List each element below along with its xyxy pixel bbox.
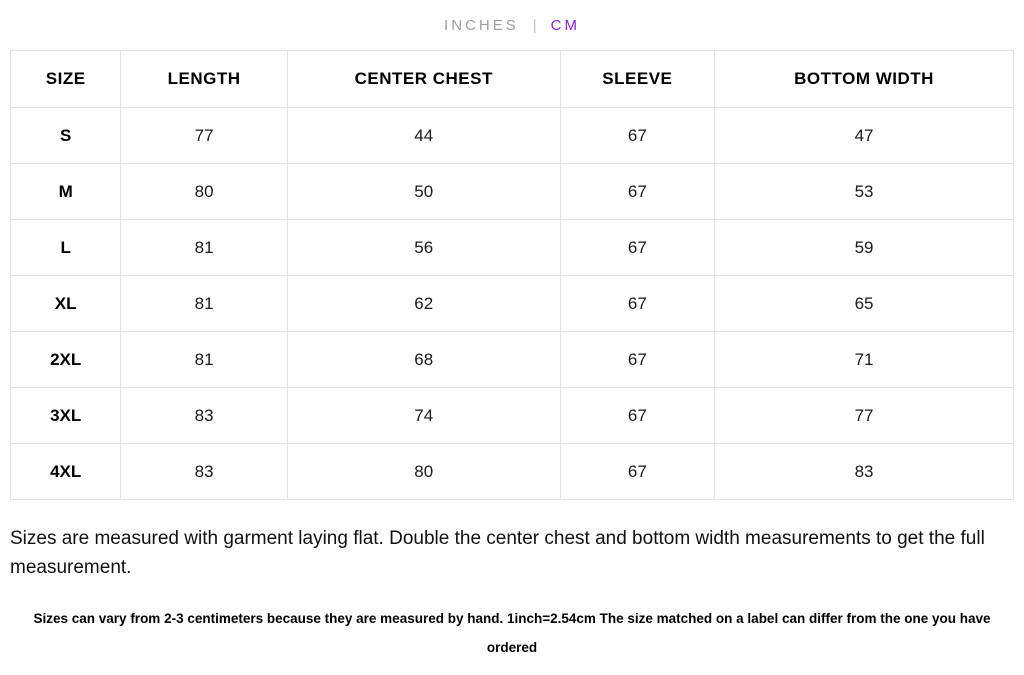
measurement-cell: 67 <box>559 331 716 388</box>
table-row: 3XL 83 74 67 77 <box>9 387 1014 444</box>
measurement-cell: 71 <box>714 331 1014 388</box>
size-cell: XL <box>9 275 122 332</box>
table-row: 2XL 81 68 67 71 <box>9 331 1014 388</box>
measurement-cell: 83 <box>714 443 1014 500</box>
measurement-cell: 83 <box>120 387 288 444</box>
measurement-cell: 47 <box>714 107 1014 164</box>
measurement-cell: 67 <box>559 443 716 500</box>
measurement-cell: 44 <box>286 107 561 164</box>
measurement-cell: 80 <box>286 443 561 500</box>
measurement-cell: 67 <box>559 387 716 444</box>
measurement-cell: 77 <box>120 107 288 164</box>
measurement-cell: 74 <box>286 387 561 444</box>
header-size: SIZE <box>9 50 122 108</box>
measurement-cell: 83 <box>120 443 288 500</box>
measurement-cell: 81 <box>120 275 288 332</box>
table-row: L 81 56 67 59 <box>9 219 1014 276</box>
unit-toggle-separator: | <box>532 16 537 34</box>
unit-toggle: INCHES | CM <box>0 0 1024 50</box>
measurement-cell: 65 <box>714 275 1014 332</box>
size-cell: 3XL <box>9 387 122 444</box>
measurement-cell: 68 <box>286 331 561 388</box>
header-center-chest: CENTER CHEST <box>286 50 561 108</box>
size-cell: S <box>9 107 122 164</box>
size-table-body: S 77 44 67 47 M 80 50 67 53 L 81 56 67 59 XL 81 62 67 65 2XL… <box>9 107 1014 500</box>
measurement-cell: 77 <box>714 387 1014 444</box>
header-bottom-width: BOTTOM WIDTH <box>714 50 1014 108</box>
measurement-note: Sizes are measured with garment laying f… <box>10 528 985 578</box>
measurement-cell: 67 <box>559 107 716 164</box>
measurement-cell: 80 <box>120 163 288 220</box>
variance-note: Sizes can vary from 2-3 centimeters beca… <box>33 611 991 655</box>
size-table-container: SIZE LENGTH CENTER CHEST SLEEVE BOTTOM W… <box>9 50 1014 500</box>
measurement-cell: 67 <box>559 163 716 220</box>
table-row: 4XL 83 80 67 83 <box>9 443 1014 500</box>
measurement-cell: 81 <box>120 219 288 276</box>
cm-toggle-button[interactable]: CM <box>550 16 580 34</box>
table-row: S 77 44 67 47 <box>9 107 1014 164</box>
header-length: LENGTH <box>120 50 288 108</box>
table-header-row: SIZE LENGTH CENTER CHEST SLEEVE BOTTOM W… <box>9 50 1014 108</box>
measurement-cell: 62 <box>286 275 561 332</box>
inches-toggle-button[interactable]: INCHES <box>444 16 519 34</box>
measurement-cell: 67 <box>559 219 716 276</box>
size-cell: 4XL <box>9 443 122 500</box>
measurement-cell: 53 <box>714 163 1014 220</box>
measurement-cell: 81 <box>120 331 288 388</box>
measurement-cell: 59 <box>714 219 1014 276</box>
header-sleeve: SLEEVE <box>559 50 716 108</box>
table-row: M 80 50 67 53 <box>9 163 1014 220</box>
measurement-cell: 50 <box>286 163 561 220</box>
size-cell: M <box>9 163 122 220</box>
size-table: SIZE LENGTH CENTER CHEST SLEEVE BOTTOM W… <box>9 50 1014 500</box>
size-cell: 2XL <box>9 331 122 388</box>
measurement-cell: 67 <box>559 275 716 332</box>
measurement-cell: 56 <box>286 219 561 276</box>
table-row: XL 81 62 67 65 <box>9 275 1014 332</box>
size-cell: L <box>9 219 122 276</box>
